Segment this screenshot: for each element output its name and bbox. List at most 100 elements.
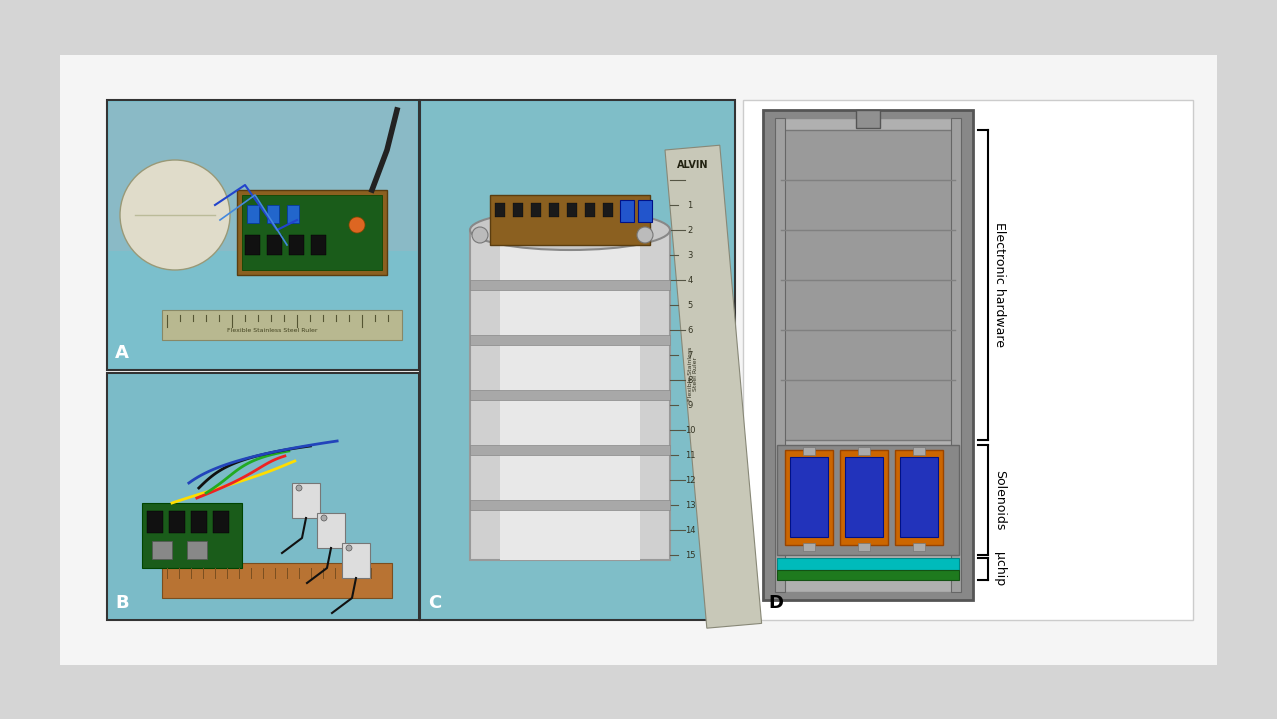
Bar bbox=[470, 390, 670, 400]
Bar bbox=[267, 235, 282, 255]
Bar bbox=[109, 102, 418, 250]
Bar bbox=[246, 205, 259, 223]
Bar bbox=[803, 447, 815, 455]
Bar bbox=[470, 335, 670, 345]
Bar bbox=[192, 511, 207, 533]
Bar bbox=[317, 513, 345, 548]
Bar bbox=[107, 373, 419, 620]
Bar bbox=[743, 100, 1193, 620]
Text: 5: 5 bbox=[687, 301, 692, 310]
Bar bbox=[858, 447, 870, 455]
Bar bbox=[638, 200, 653, 222]
Bar bbox=[531, 203, 541, 217]
Bar bbox=[776, 445, 959, 555]
Bar bbox=[289, 235, 304, 255]
Bar bbox=[913, 543, 925, 551]
Bar bbox=[495, 203, 504, 217]
Circle shape bbox=[346, 545, 352, 551]
Bar bbox=[621, 200, 633, 222]
Bar bbox=[287, 205, 299, 223]
Text: A: A bbox=[115, 344, 129, 362]
Text: 9: 9 bbox=[687, 401, 692, 410]
Bar bbox=[501, 230, 640, 560]
Bar bbox=[245, 235, 261, 255]
Bar bbox=[665, 145, 761, 628]
Text: Flexible Stainless
Steel Ruler: Flexible Stainless Steel Ruler bbox=[687, 347, 699, 401]
Bar bbox=[186, 541, 207, 559]
Text: 7: 7 bbox=[687, 351, 692, 360]
Bar bbox=[858, 543, 870, 551]
Text: μchip: μchip bbox=[994, 552, 1006, 586]
Bar bbox=[567, 203, 577, 217]
Bar bbox=[470, 280, 670, 290]
Bar bbox=[142, 503, 243, 568]
Text: 3: 3 bbox=[687, 251, 692, 260]
Bar bbox=[513, 203, 524, 217]
Bar bbox=[490, 195, 650, 245]
Text: 12: 12 bbox=[684, 476, 695, 485]
Bar bbox=[60, 55, 1217, 665]
Circle shape bbox=[296, 485, 301, 491]
Bar bbox=[342, 543, 370, 578]
Bar bbox=[762, 110, 973, 600]
Circle shape bbox=[472, 227, 488, 243]
Circle shape bbox=[349, 217, 365, 233]
Text: D: D bbox=[767, 594, 783, 612]
Bar bbox=[895, 450, 942, 545]
Bar bbox=[162, 563, 392, 598]
Text: 4: 4 bbox=[687, 276, 692, 285]
Text: 1: 1 bbox=[687, 201, 692, 210]
Bar bbox=[162, 310, 402, 340]
Text: 11: 11 bbox=[684, 451, 695, 460]
Ellipse shape bbox=[470, 210, 670, 250]
Bar bbox=[845, 457, 882, 537]
Circle shape bbox=[321, 515, 327, 521]
Bar bbox=[147, 511, 163, 533]
Text: 8: 8 bbox=[687, 376, 692, 385]
Bar bbox=[840, 450, 888, 545]
Bar bbox=[856, 110, 880, 128]
Bar bbox=[109, 375, 418, 618]
Bar bbox=[312, 235, 326, 255]
Bar bbox=[621, 203, 631, 217]
Bar bbox=[776, 570, 959, 580]
Bar bbox=[603, 203, 613, 217]
Text: 10: 10 bbox=[684, 426, 695, 435]
Text: B: B bbox=[115, 594, 129, 612]
Bar bbox=[775, 118, 785, 592]
Text: Electronic hardware: Electronic hardware bbox=[994, 222, 1006, 347]
Text: Flexible Stainless Steel Ruler: Flexible Stainless Steel Ruler bbox=[227, 328, 317, 333]
Bar bbox=[470, 500, 670, 510]
Text: 2: 2 bbox=[687, 226, 692, 235]
Bar bbox=[213, 511, 229, 533]
Bar bbox=[549, 203, 559, 217]
Bar bbox=[169, 511, 185, 533]
Text: C: C bbox=[428, 594, 442, 612]
Text: ALVIN: ALVIN bbox=[677, 160, 709, 170]
Text: Solenoids: Solenoids bbox=[994, 470, 1006, 530]
Bar bbox=[900, 457, 939, 537]
Bar bbox=[785, 450, 833, 545]
Bar bbox=[267, 205, 278, 223]
Bar bbox=[292, 483, 321, 518]
Bar bbox=[470, 445, 670, 455]
Bar bbox=[775, 118, 962, 592]
Bar bbox=[421, 102, 733, 618]
Circle shape bbox=[637, 227, 653, 243]
Bar bbox=[470, 230, 670, 560]
Text: 14: 14 bbox=[684, 526, 695, 535]
Text: 6: 6 bbox=[687, 326, 692, 335]
Text: 15: 15 bbox=[684, 551, 695, 560]
Bar bbox=[420, 100, 736, 620]
Bar bbox=[790, 457, 827, 537]
Bar bbox=[776, 558, 959, 570]
Bar bbox=[803, 543, 815, 551]
Text: 13: 13 bbox=[684, 501, 695, 510]
Bar bbox=[152, 541, 172, 559]
Bar bbox=[913, 447, 925, 455]
Circle shape bbox=[120, 160, 230, 270]
Bar bbox=[585, 203, 595, 217]
Bar bbox=[951, 118, 962, 592]
Bar bbox=[243, 195, 382, 270]
Bar bbox=[107, 100, 419, 370]
